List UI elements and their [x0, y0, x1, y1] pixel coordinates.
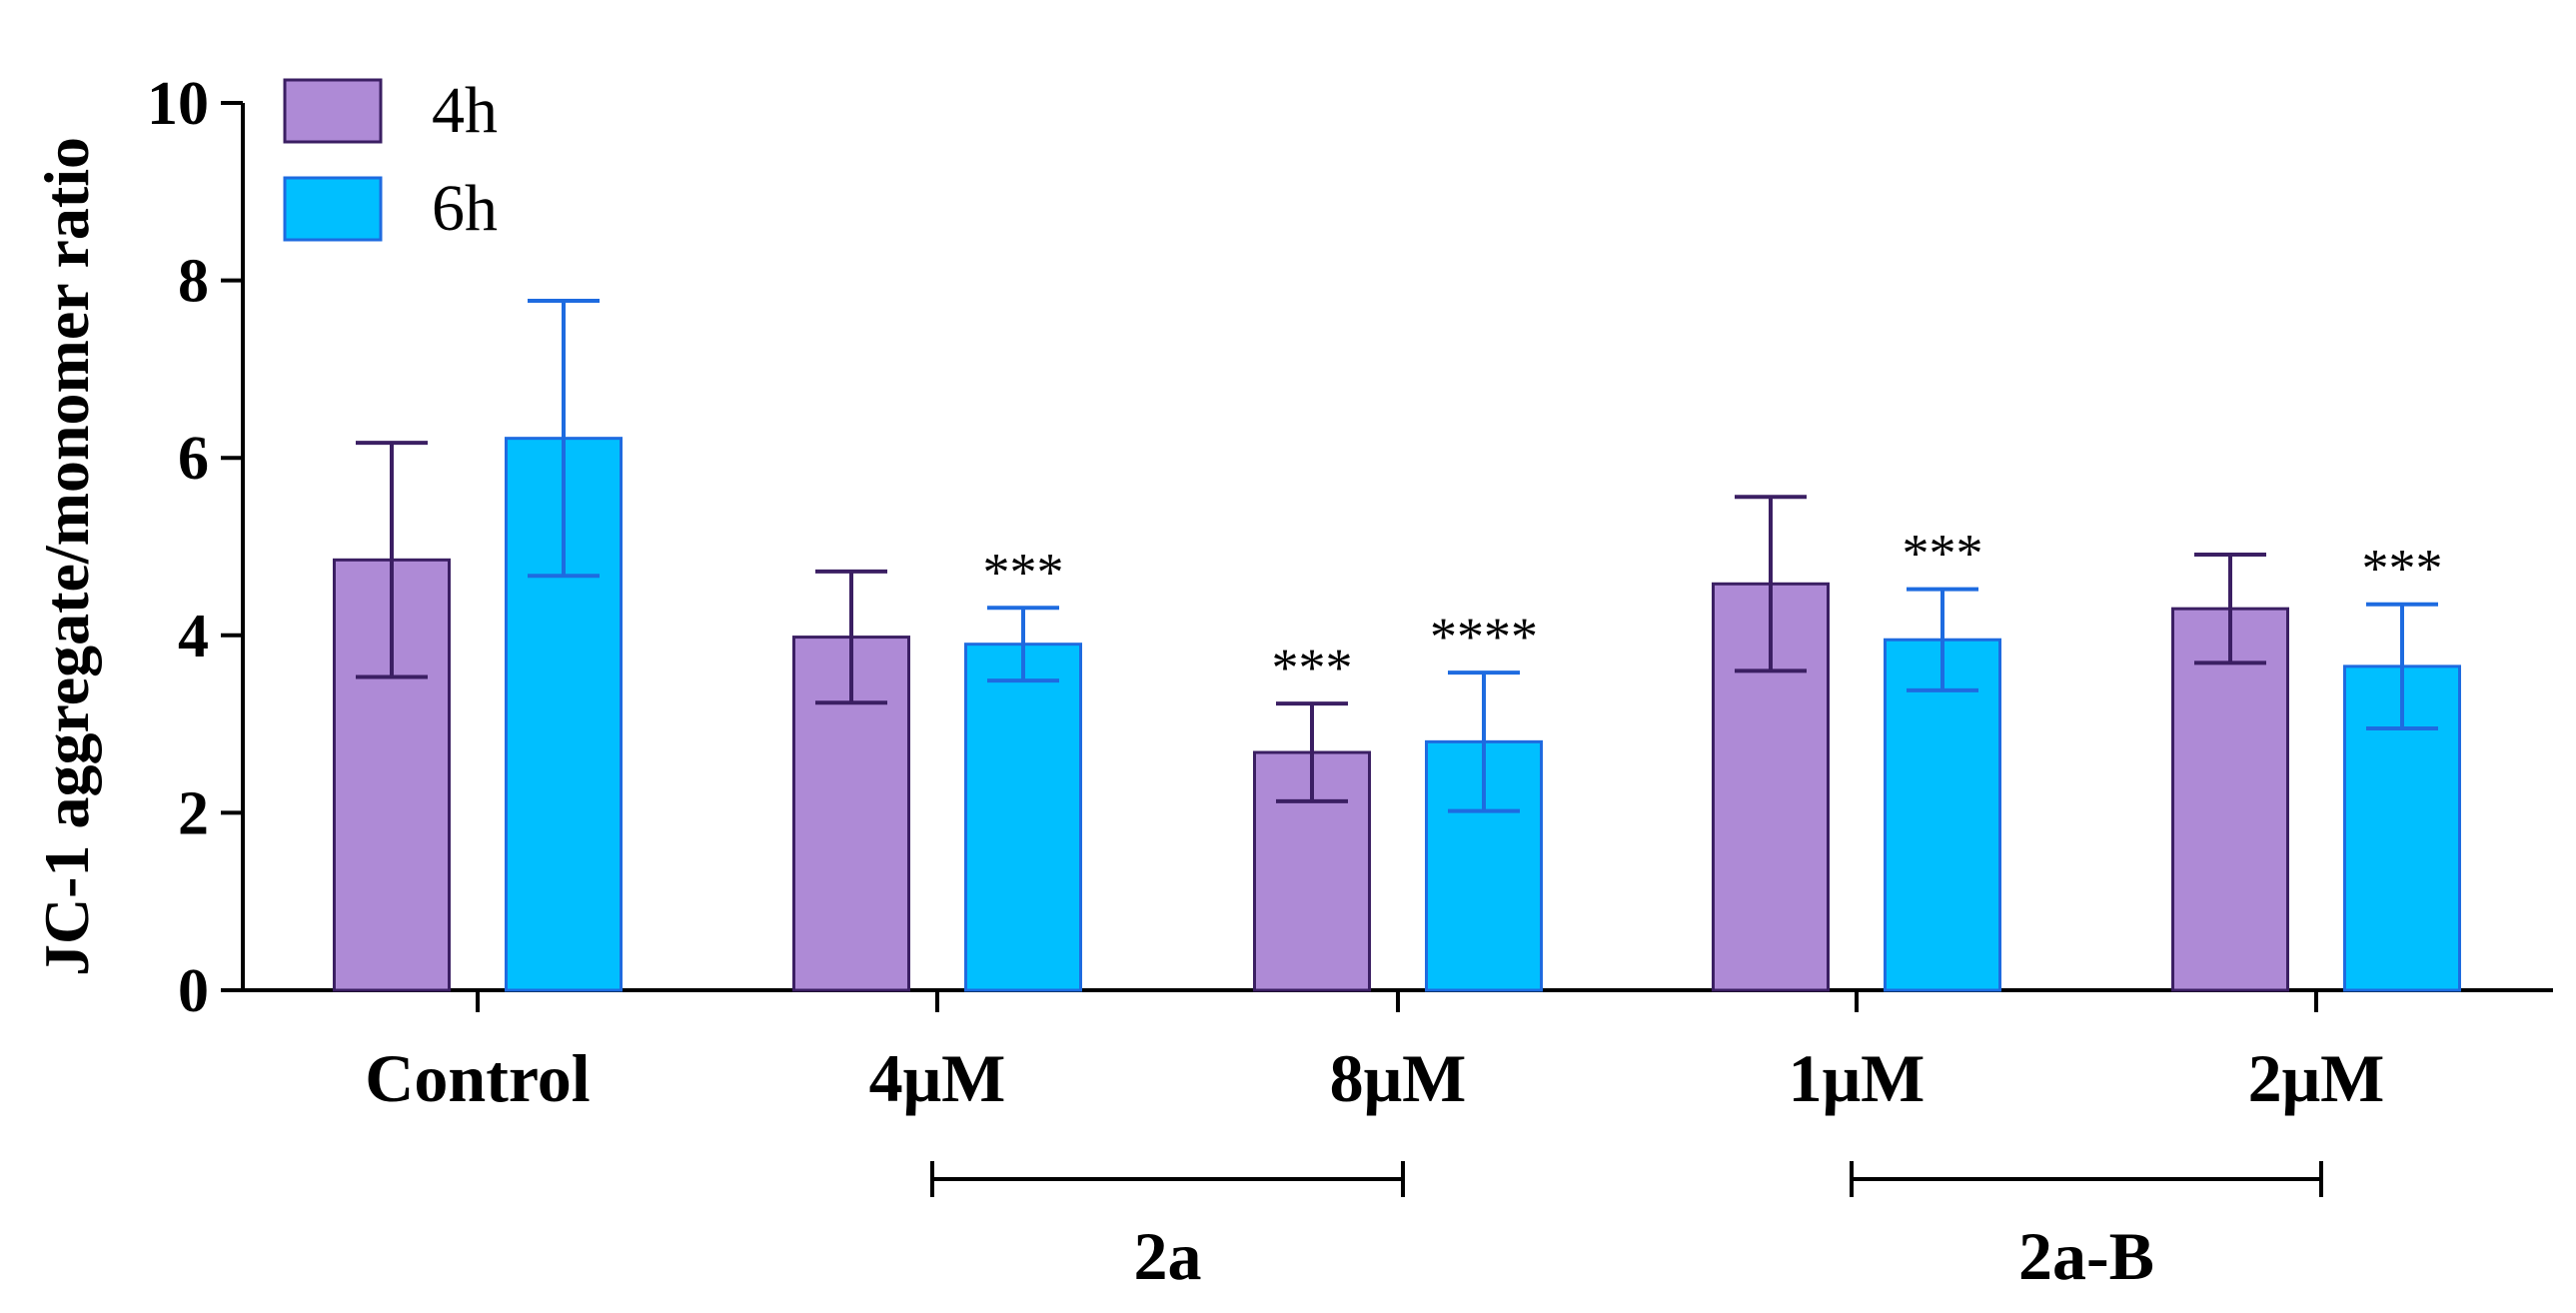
significance-label: ***	[2362, 539, 2443, 599]
bar-6h	[2343, 664, 2461, 992]
y-tick-label: 4	[178, 603, 209, 670]
x-category-label: 8μM	[1330, 1040, 1467, 1116]
bar-layer	[333, 299, 2461, 992]
significance-label: ***	[1903, 524, 1983, 584]
legend-swatch-6h	[283, 176, 383, 242]
x-category-label: 4μM	[869, 1040, 1006, 1116]
bar-6h	[964, 643, 1082, 992]
x-category-label: 2μM	[2248, 1040, 2385, 1116]
significance-label: ****	[1430, 607, 1538, 666]
axis-layer: 0 2 4 6 8 10 JC-1 aggregate/monomer ratio	[31, 70, 2553, 1025]
x-category-label: Control	[365, 1040, 590, 1116]
y-axis-title: JC-1 aggregate/monomer ratio	[31, 137, 102, 976]
x-category-label: 1μM	[1789, 1040, 1926, 1116]
y-tick-label: 0	[178, 957, 209, 1025]
legend-label: 4h	[432, 74, 498, 147]
group-label: 2a-B	[2018, 1218, 2154, 1294]
y-tick-label: 8	[178, 248, 209, 316]
significance-label: ***	[1272, 638, 1353, 697]
label-layer: Control 4μM 8μM 1μM 2μM************* ***2a 2a-…	[365, 524, 2442, 1294]
bar-4h	[2171, 607, 2289, 992]
y-tick-label: 2	[178, 779, 209, 847]
legend-label: 6h	[432, 172, 498, 245]
y-tick-label: 10	[147, 70, 209, 138]
y-tick-label: 6	[178, 425, 209, 493]
significance-label: ***	[983, 542, 1064, 602]
group-label: 2a	[1134, 1218, 1202, 1294]
legend-swatch-4h	[283, 78, 383, 144]
bar-6h	[1884, 638, 2001, 992]
